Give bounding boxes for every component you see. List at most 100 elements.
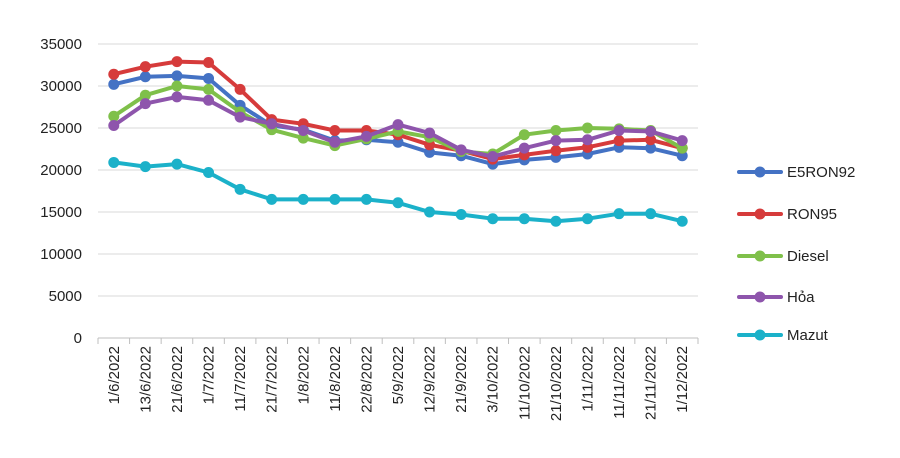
data-point xyxy=(266,193,278,205)
data-point xyxy=(329,136,341,148)
data-point xyxy=(203,167,215,179)
data-point xyxy=(487,151,499,163)
data-point xyxy=(487,213,499,225)
legend-swatch-marker xyxy=(754,329,766,341)
x-tick-label: 1/12/2022 xyxy=(674,346,691,413)
x-tick-label: 13/6/2022 xyxy=(137,346,154,413)
data-point xyxy=(613,208,625,220)
legend-swatch-marker xyxy=(754,291,766,303)
data-point xyxy=(676,142,688,154)
legend-item: Hỏa xyxy=(737,289,815,306)
x-tick-label: 11/7/2022 xyxy=(232,346,249,412)
x-tick-label: 21/7/2022 xyxy=(264,346,281,413)
data-point xyxy=(139,161,151,173)
data-point xyxy=(550,215,562,227)
data-point xyxy=(392,119,404,131)
y-tick-label: 15000 xyxy=(40,204,82,221)
data-point xyxy=(424,206,436,218)
y-tick-label: 0 xyxy=(74,330,82,347)
data-point xyxy=(203,72,215,84)
data-point xyxy=(329,125,341,137)
y-tick-label: 5000 xyxy=(49,288,82,305)
legend-item: Diesel xyxy=(737,248,829,265)
data-point xyxy=(171,70,183,82)
x-tick-label: 1/6/2022 xyxy=(106,346,123,404)
x-tick-label: 12/9/2022 xyxy=(422,346,439,413)
data-point xyxy=(108,156,120,168)
data-point xyxy=(518,142,530,154)
y-axis: 0 5000 10000 15000 20000 25000 30000 35000 xyxy=(40,36,82,347)
data-point xyxy=(455,144,467,156)
x-axis: 1/6/2022 13/6/2022 21/6/2022 1/7/2022 11/7/2… xyxy=(97,338,699,421)
legend-item: RON95 xyxy=(737,206,837,223)
data-point xyxy=(424,146,436,158)
data-point xyxy=(613,135,625,147)
data-point xyxy=(645,208,657,220)
legend: E5RON92 RON95 Diesel Hỏa Mazut xyxy=(737,164,855,344)
data-point xyxy=(392,197,404,209)
data-point xyxy=(171,158,183,170)
data-point xyxy=(297,125,309,137)
data-point xyxy=(139,98,151,110)
data-point xyxy=(581,141,593,153)
data-point xyxy=(676,215,688,227)
data-point xyxy=(613,125,625,137)
data-point xyxy=(329,193,341,205)
y-tick-label: 35000 xyxy=(40,36,82,53)
data-point xyxy=(139,61,151,73)
legend-label: Mazut xyxy=(787,327,829,344)
y-tick-label: 20000 xyxy=(40,162,82,179)
legend-item: E5RON92 xyxy=(737,164,855,181)
series-mazut xyxy=(108,156,688,227)
data-point xyxy=(139,71,151,83)
data-point xyxy=(645,134,657,146)
data-point xyxy=(518,129,530,141)
data-point xyxy=(203,94,215,106)
x-tick-label: 1/11/2022 xyxy=(579,346,596,412)
data-point xyxy=(676,150,688,162)
data-point xyxy=(203,83,215,95)
data-point xyxy=(392,136,404,148)
x-tick-label: 11/11/2022 xyxy=(611,346,628,419)
data-point xyxy=(266,118,278,130)
data-point xyxy=(360,130,372,142)
data-point xyxy=(108,78,120,90)
data-point xyxy=(581,213,593,225)
series-layer xyxy=(108,56,688,227)
x-tick-label: 11/10/2022 xyxy=(516,346,533,420)
data-point xyxy=(203,56,215,68)
legend-label: Hỏa xyxy=(787,289,815,306)
data-point xyxy=(645,125,657,137)
data-point xyxy=(297,132,309,144)
data-point xyxy=(171,56,183,68)
data-point xyxy=(518,213,530,225)
x-tick-label: 21/6/2022 xyxy=(169,346,186,413)
x-tick-label: 11/8/2022 xyxy=(327,346,344,412)
data-point xyxy=(108,110,120,122)
x-tick-label: 21/11/2022 xyxy=(643,346,660,420)
series-h-a xyxy=(108,91,688,163)
x-tick-label: 1/7/2022 xyxy=(201,346,218,404)
legend-item: Mazut xyxy=(737,327,829,344)
data-point xyxy=(550,135,562,147)
data-point xyxy=(108,68,120,80)
y-tick-label: 30000 xyxy=(40,78,82,95)
data-point xyxy=(455,209,467,221)
legend-swatch-marker xyxy=(754,250,766,262)
data-point xyxy=(550,125,562,137)
y-tick-label: 10000 xyxy=(40,246,82,263)
data-point xyxy=(676,135,688,147)
data-point xyxy=(581,122,593,134)
data-point xyxy=(171,91,183,103)
data-point xyxy=(645,142,657,154)
data-point xyxy=(550,145,562,157)
legend-label: E5RON92 xyxy=(787,164,855,181)
data-point xyxy=(297,193,309,205)
data-point xyxy=(581,134,593,146)
x-tick-label: 21/10/2022 xyxy=(548,346,565,421)
y-tick-label: 25000 xyxy=(40,120,82,137)
data-point xyxy=(108,119,120,131)
x-tick-label: 5/9/2022 xyxy=(390,346,407,404)
data-point xyxy=(234,83,246,95)
